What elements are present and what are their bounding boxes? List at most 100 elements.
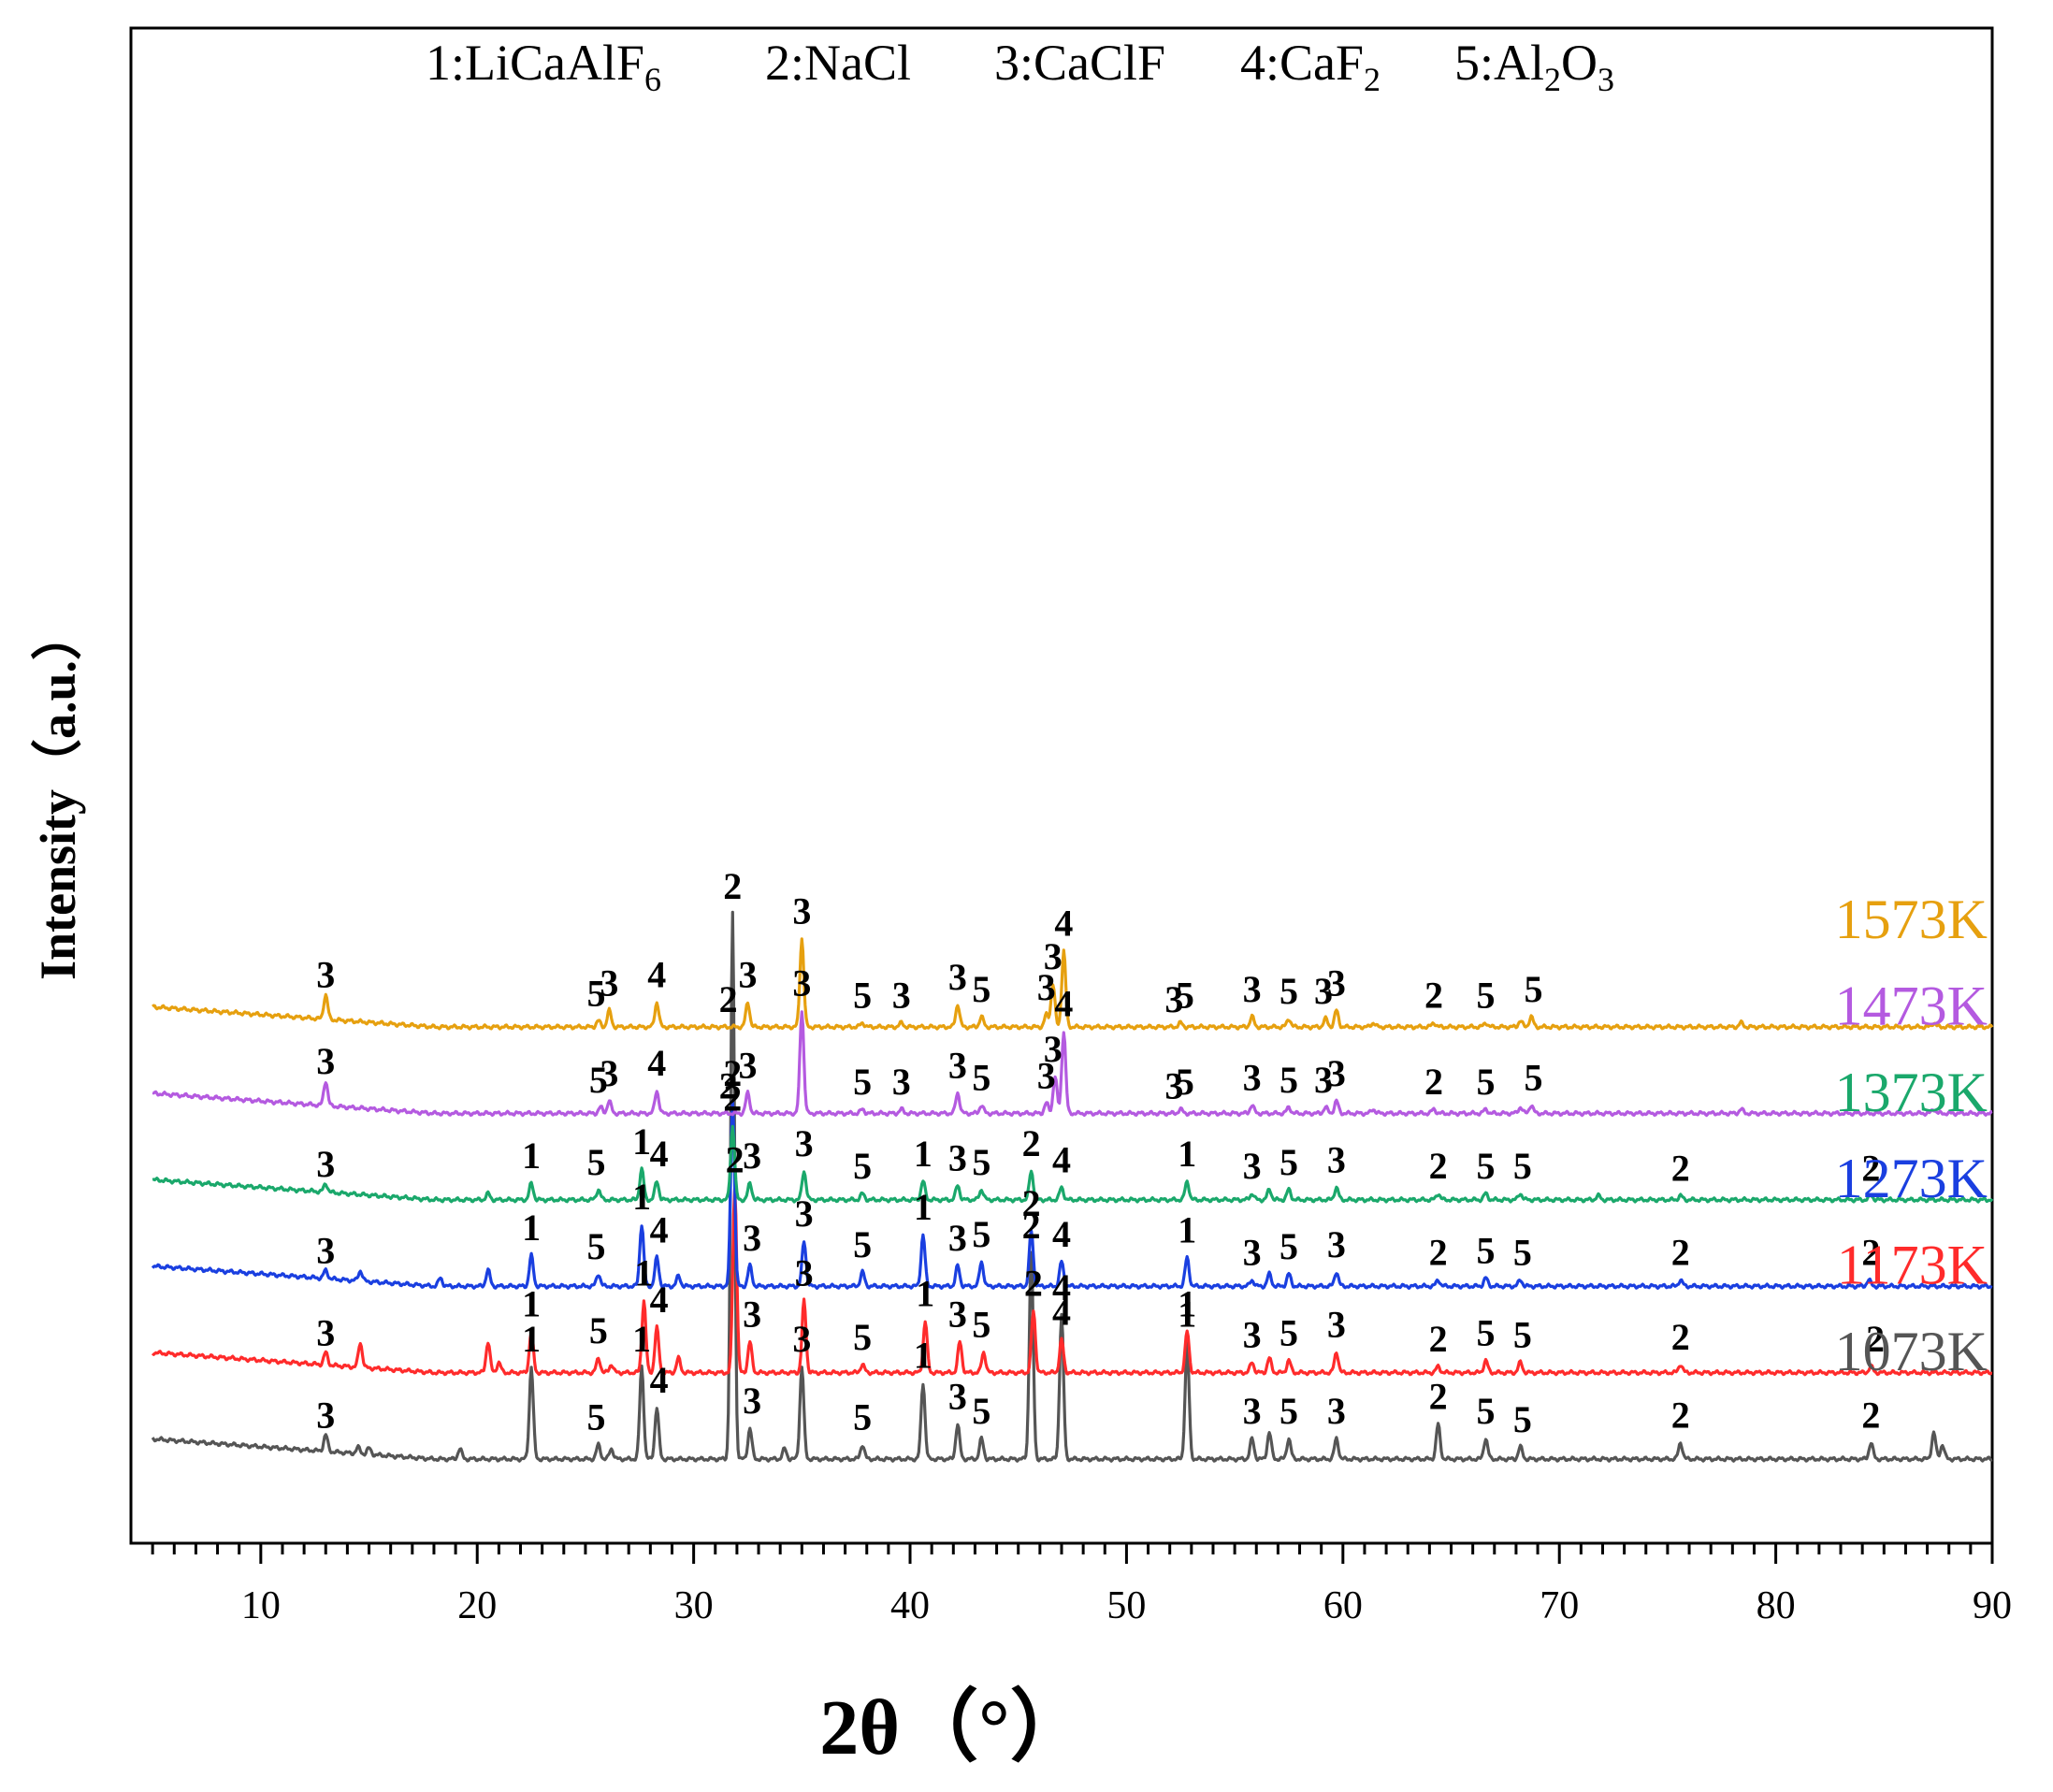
- peak-label: 3: [1327, 1390, 1346, 1432]
- peak-label: 2: [1429, 1318, 1448, 1360]
- x-tick-label: 80: [1757, 1584, 1796, 1627]
- series-line-1273K: [151, 1100, 1993, 1290]
- peak-label: 3: [1314, 970, 1333, 1012]
- peak-label: 1: [632, 1176, 651, 1218]
- peak-label: 3: [1243, 1314, 1262, 1356]
- peak-label: 5: [853, 1223, 872, 1265]
- peak-label: 4: [650, 1133, 669, 1175]
- peak-label: 3: [316, 1040, 335, 1082]
- peak-label: 5: [1477, 1311, 1496, 1353]
- peak-label: 2: [1429, 1376, 1448, 1418]
- peak-label: 1: [634, 1252, 653, 1294]
- peak-label: 4: [1052, 1266, 1071, 1308]
- legend-phase-4: 4:CaF2: [1240, 35, 1381, 98]
- peak-label: 5: [853, 1061, 872, 1103]
- peak-label: 5: [1477, 1061, 1496, 1103]
- peak-label: 3: [600, 1052, 618, 1094]
- peak-label: 2: [1424, 975, 1443, 1017]
- peak-label: 5: [972, 968, 990, 1010]
- peak-label: 5: [1513, 1232, 1532, 1274]
- peak-label: 2: [1866, 1318, 1885, 1360]
- x-axis: 10 20 30 40 50 60 70 80 90: [151, 1543, 2012, 1627]
- peak-label: 4: [1054, 903, 1073, 945]
- peak-label: 5: [1280, 1390, 1298, 1432]
- peak-label: 3: [795, 1122, 814, 1164]
- peak-label: 5: [972, 1213, 990, 1255]
- peak-label: 1: [914, 1335, 933, 1377]
- peak-label: 3: [1243, 968, 1262, 1010]
- peak-label: 1: [522, 1318, 541, 1360]
- x-tick-label: 50: [1106, 1584, 1146, 1627]
- peak-label: 5: [1477, 1229, 1496, 1271]
- peak-label: 2: [1861, 1232, 1880, 1274]
- peak-label: 5: [587, 1141, 606, 1183]
- legend-phase-2: 2:NaCl: [765, 35, 911, 91]
- peak-label: 3: [316, 1311, 335, 1353]
- peak-label: 4: [650, 1359, 669, 1401]
- peak-label: 3: [1327, 961, 1346, 1004]
- peak-label: 1: [1178, 1208, 1196, 1250]
- peak-label: 5: [853, 975, 872, 1017]
- peak-label: 3: [316, 1394, 335, 1436]
- peak-label: 3: [1164, 978, 1183, 1020]
- peak-label: 4: [1054, 982, 1073, 1024]
- peak-label: 3: [738, 1044, 757, 1086]
- peak-label: 3: [743, 1380, 761, 1422]
- x-axis-label: 2θ（°）: [819, 1684, 1088, 1771]
- peak-label: 5: [853, 1396, 872, 1438]
- peak-label: 5: [972, 1141, 990, 1183]
- peak-label: 1: [522, 1207, 541, 1249]
- peak-label: 2: [1861, 1394, 1880, 1436]
- series-line-1473K: [152, 1010, 1993, 1118]
- series-line-1173K: [151, 1186, 1993, 1377]
- peak-label: 4: [650, 1279, 669, 1321]
- series-line-1073K: [151, 910, 1993, 1463]
- peak-label: 1: [916, 1273, 934, 1315]
- peak-label: 1: [632, 1120, 651, 1163]
- x-tick-label: 20: [457, 1584, 497, 1627]
- peak-label: 3: [1037, 966, 1056, 1008]
- peak-label: 3: [1164, 1064, 1183, 1106]
- peak-label: 2: [1022, 1182, 1041, 1224]
- peak-label: 3: [1243, 1390, 1262, 1432]
- peak-label: 2: [1671, 1232, 1690, 1274]
- peak-label: 3: [316, 1143, 335, 1185]
- peak-label: 2: [723, 865, 742, 907]
- peak-label: 4: [1052, 1213, 1071, 1255]
- peak-label: 3: [1044, 935, 1063, 977]
- peak-label: 3: [948, 1217, 967, 1259]
- peak-label: 3: [1243, 1232, 1262, 1274]
- series-names: 1073K 1173K 1273K 1373K 1473K 1573K: [1835, 889, 1988, 1382]
- series-name-1373K: 1373K: [1835, 1062, 1988, 1123]
- peak-label: 5: [1176, 1061, 1194, 1103]
- peak-label: 3: [948, 1044, 967, 1086]
- peak-label: 5: [587, 1396, 606, 1438]
- peak-label: 5: [1513, 1145, 1532, 1187]
- peak-label: 3: [1044, 1028, 1063, 1070]
- peak-label: 1: [632, 1318, 651, 1360]
- peak-label: 3: [892, 1061, 911, 1103]
- peak-label: 2: [1861, 1147, 1880, 1189]
- peak-label: 3: [792, 961, 811, 1004]
- peak-label: 3: [743, 1293, 761, 1336]
- peak-label: 2: [726, 1139, 745, 1181]
- peak-label: 1: [914, 1133, 933, 1175]
- peak-label: 2: [1671, 1316, 1690, 1358]
- peak-label: 4: [647, 1042, 666, 1084]
- legend-phase-3: 3:CaClF: [994, 35, 1165, 91]
- peak-label: 4: [1052, 1139, 1071, 1181]
- x-tick-label: 40: [890, 1584, 930, 1627]
- series-line-1373K: [152, 1124, 1994, 1204]
- peak-label: 2: [1671, 1394, 1690, 1436]
- peak-label: 5: [1280, 1225, 1298, 1267]
- peak-label: 5: [1176, 975, 1194, 1017]
- peak-label: 5: [1280, 970, 1298, 1012]
- peak-label: 5: [589, 1309, 608, 1351]
- peak-label: 5: [1280, 1059, 1298, 1101]
- peak-label: 2: [1024, 1263, 1043, 1305]
- peak-label: 2: [1022, 1122, 1041, 1164]
- peak-label: 3: [948, 1376, 967, 1418]
- peak-label: 3: [795, 1252, 814, 1294]
- legend-phase-5: 5:Al2O3: [1454, 35, 1614, 98]
